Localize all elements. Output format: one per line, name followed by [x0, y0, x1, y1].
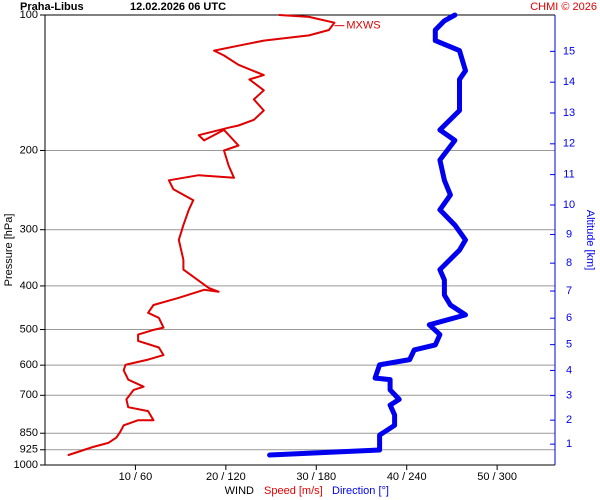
- y2-tick-label: 13: [563, 107, 575, 119]
- y-tick-label: 200: [20, 144, 38, 156]
- x-tick-label: 20 / 120: [206, 471, 246, 483]
- y2-tick-label: 10: [563, 199, 575, 211]
- y-tick-label: 700: [20, 389, 38, 401]
- y2-tick-label: 6: [566, 312, 572, 324]
- y2-tick-label: 11: [563, 169, 574, 181]
- y2-tick-label: 1: [566, 438, 572, 450]
- annotation: MXWS: [346, 20, 380, 32]
- x-tick-label: 10 / 60: [119, 471, 153, 483]
- y-tick-label: 600: [20, 359, 38, 371]
- y-tick-label: 100: [20, 9, 38, 21]
- series-line: [67, 14, 336, 456]
- credit: CHMI © 2026: [530, 1, 597, 13]
- y-tick-label: 1000: [14, 459, 38, 471]
- x-axis-label: WIND: [225, 485, 254, 497]
- y2-tick-label: 12: [563, 138, 575, 150]
- y2-tick-label: 8: [566, 257, 572, 269]
- x-tick-label: 40 / 240: [387, 471, 427, 483]
- x-tick-label: 50 / 300: [477, 471, 517, 483]
- y-tick-label: 500: [20, 323, 38, 335]
- y2-tick-label: 14: [563, 76, 575, 88]
- x-tick-label: 30 / 180: [296, 471, 336, 483]
- series-line: [267, 12, 468, 458]
- y2-tick-label: 9: [566, 228, 572, 240]
- y2-axis-label: Altitude [km]: [584, 210, 596, 271]
- legend-entry: Speed [m/s]: [264, 485, 323, 497]
- y2-tick-label: 4: [566, 364, 572, 376]
- y-tick-label: 850: [20, 427, 38, 439]
- y-tick-label: 400: [20, 280, 38, 292]
- y2-tick-label: 15: [563, 45, 575, 57]
- y2-tick-label: 2: [566, 414, 572, 426]
- chart-subtitle: 12.02.2026 06 UTC: [130, 1, 226, 13]
- y-tick-label: 300: [20, 224, 38, 236]
- y2-tick-label: 5: [566, 339, 572, 351]
- chart-title: Praha-Libus: [20, 1, 84, 13]
- y-axis-label: Pressure [hPa]: [3, 214, 15, 287]
- y-tick-label: 925: [20, 444, 38, 456]
- legend-entry: Direction [°]: [332, 485, 389, 497]
- y2-tick-label: 3: [566, 390, 572, 402]
- y2-tick-label: 7: [566, 285, 572, 297]
